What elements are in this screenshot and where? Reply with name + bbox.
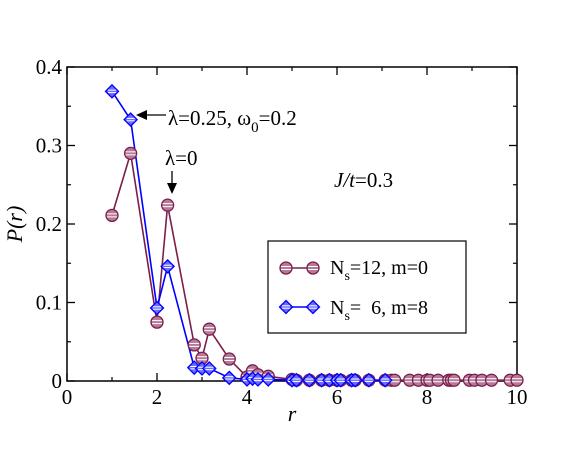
svg-text:λ=0.25, ω0=0.2: λ=0.25, ω0=0.2	[168, 106, 297, 136]
annotation-lambda-025-after: =0.2	[259, 106, 297, 130]
series-markers	[104, 83, 524, 388]
data-point-ns6	[250, 372, 266, 387]
data-point-ns6	[104, 83, 120, 99]
data-point-ns6	[123, 112, 139, 128]
y-tick-label: 0.4	[36, 55, 63, 79]
series-lines	[111, 90, 517, 382]
legend-label-ns12: Ns=12, m=0	[330, 257, 428, 284]
annotation-jt: J/t=0.3	[334, 168, 393, 192]
x-tick-label: 2	[152, 385, 163, 409]
data-point-ns12	[387, 373, 402, 387]
y-tick-label: 0	[52, 369, 63, 393]
series-line-ns6	[111, 90, 386, 382]
data-point-ns12	[202, 322, 216, 336]
x-tick-label: 10	[507, 385, 528, 409]
data-point-ns6	[149, 300, 165, 316]
data-point-ns6	[201, 361, 217, 376]
data-point-ns12	[195, 351, 209, 365]
data-point-ns12	[123, 146, 138, 161]
legend-marker-ns12	[279, 261, 293, 275]
y-tick-label: 0.1	[36, 291, 62, 315]
data-point-ns12	[222, 352, 236, 366]
data-point-ns6	[333, 372, 349, 388]
annotation-jt-after: =0.3	[355, 168, 393, 192]
annotation-lambda-0-text: λ=0	[165, 146, 198, 170]
data-point-ns12	[187, 338, 201, 352]
legend: Ns=12, m=0 Ns= 6, m=8	[267, 240, 467, 334]
data-point-ns12	[105, 208, 119, 223]
data-point-ns12	[150, 315, 164, 329]
data-point-ns12	[160, 198, 175, 212]
y-tick-label: 0.2	[36, 212, 62, 236]
annotation-lambda-025-sub: 0	[251, 120, 259, 136]
data-point-ns6	[289, 372, 304, 388]
x-tick-label: 6	[332, 385, 343, 409]
data-point-ns6	[361, 372, 377, 388]
legend-box	[267, 240, 467, 334]
annotation-lambda-025-main: λ=0.25, ω	[168, 106, 251, 130]
data-point-ns6	[260, 372, 276, 387]
annotation-lambda-025-arrowhead	[136, 110, 147, 120]
data-point-ns12	[447, 373, 461, 387]
data-point-ns6	[377, 372, 393, 388]
y-axis-label: P(r)	[2, 206, 27, 244]
x-tick-label: 8	[422, 385, 433, 409]
annotation-lambda-0-arrowhead	[167, 183, 177, 194]
legend-symbol-ns6	[278, 299, 321, 315]
x-tick-label: 0	[62, 385, 73, 409]
legend-label-ns6: Ns= 6, m=8	[330, 297, 428, 324]
legend-symbol-ns12	[279, 261, 320, 275]
x-tick-label: 4	[242, 385, 253, 409]
annotation-jt-italic: J/t	[334, 168, 356, 192]
annotation-lambda-0: λ=0	[165, 146, 198, 194]
data-point-ns6	[301, 372, 317, 388]
data-point-ns12	[510, 373, 524, 387]
y-tick-label: 0.3	[36, 134, 62, 158]
legend-marker-ns6	[278, 299, 294, 315]
data-point-ns6	[221, 370, 237, 386]
legend-marker-ns12	[306, 261, 320, 275]
annotation-lambda-025: λ=0.25, ω0=0.2	[136, 106, 297, 136]
data-point-ns12	[484, 373, 499, 387]
x-axis-label: r	[288, 401, 297, 426]
legend-marker-ns6	[305, 299, 321, 315]
data-point-ns6	[347, 372, 363, 388]
data-point-ns6	[160, 258, 176, 274]
